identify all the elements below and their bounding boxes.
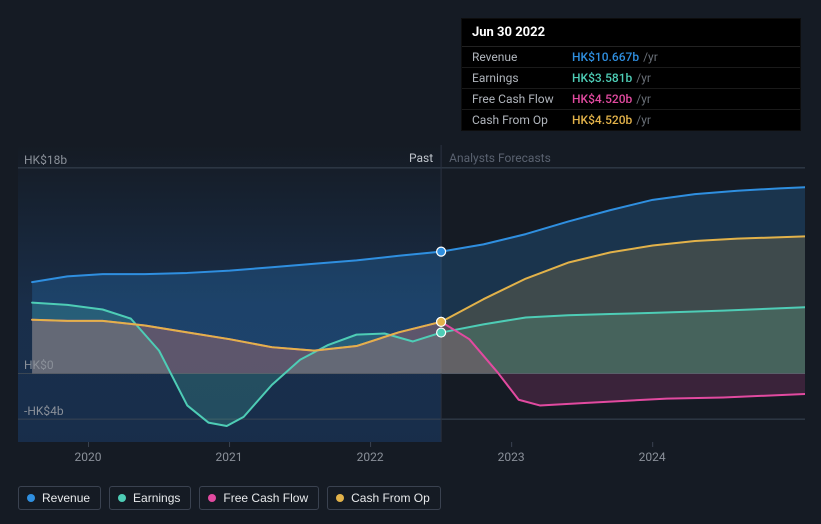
legend-label: Free Cash Flow [223, 491, 308, 505]
x-tick-label: 2020 [75, 450, 102, 464]
tooltip: Jun 30 2022 RevenueHK$10.667b/yrEarnings… [461, 18, 801, 131]
chart-container: HK$18b HK$0 -HK$4b 2020 2021 2022 2023 2024 Pa… [0, 0, 821, 524]
tooltip-rows: RevenueHK$10.667b/yrEarningsHK$3.581b/yr… [462, 47, 800, 130]
y-tick-label: -HK$4b [24, 404, 64, 418]
tooltip-row: Cash From OpHK$4.520b/yr [462, 110, 800, 130]
tooltip-date: Jun 30 2022 [462, 19, 800, 47]
x-tick-label: 2023 [498, 450, 525, 464]
tooltip-row-unit: /yr [636, 113, 651, 127]
tooltip-row-value: HK$10.667b [572, 50, 639, 64]
x-tick-label: 2022 [357, 450, 384, 464]
tooltip-row-label: Revenue [472, 50, 572, 64]
tooltip-row-value: HK$4.520b [572, 92, 632, 106]
tooltip-row-unit: /yr [636, 71, 651, 85]
legend-item[interactable]: Earnings [109, 486, 191, 510]
tooltip-row-value: HK$4.520b [572, 113, 632, 127]
legend-dot-icon [27, 494, 35, 502]
tooltip-row-unit: /yr [643, 50, 658, 64]
legend: Revenue Earnings Free Cash Flow Cash From O… [18, 486, 441, 510]
tooltip-row: RevenueHK$10.667b/yr [462, 47, 800, 68]
y-tick-label: HK$0 [24, 358, 54, 372]
tooltip-row-label: Cash From Op [472, 113, 572, 127]
tooltip-row: EarningsHK$3.581b/yr [462, 68, 800, 89]
tooltip-row-value: HK$3.581b [572, 71, 632, 85]
tooltip-row-label: Free Cash Flow [472, 92, 572, 106]
legend-item[interactable]: Cash From Op [327, 486, 441, 510]
y-tick-label: HK$18b [24, 153, 67, 167]
tooltip-row: Free Cash FlowHK$4.520b/yr [462, 89, 800, 110]
forecast-label: Analysts Forecasts [449, 151, 551, 165]
tooltip-row-unit: /yr [636, 92, 651, 106]
legend-item[interactable]: Free Cash Flow [199, 486, 319, 510]
legend-label: Cash From Op [351, 491, 430, 505]
legend-label: Revenue [42, 491, 90, 505]
tooltip-row-label: Earnings [472, 71, 572, 85]
legend-label: Earnings [133, 491, 180, 505]
legend-item[interactable]: Revenue [18, 486, 101, 510]
x-tick-label: 2024 [639, 450, 666, 464]
x-tick-label: 2021 [216, 450, 243, 464]
legend-dot-icon [336, 494, 344, 502]
legend-dot-icon [118, 494, 126, 502]
past-label: Past [409, 151, 433, 165]
legend-dot-icon [208, 494, 216, 502]
